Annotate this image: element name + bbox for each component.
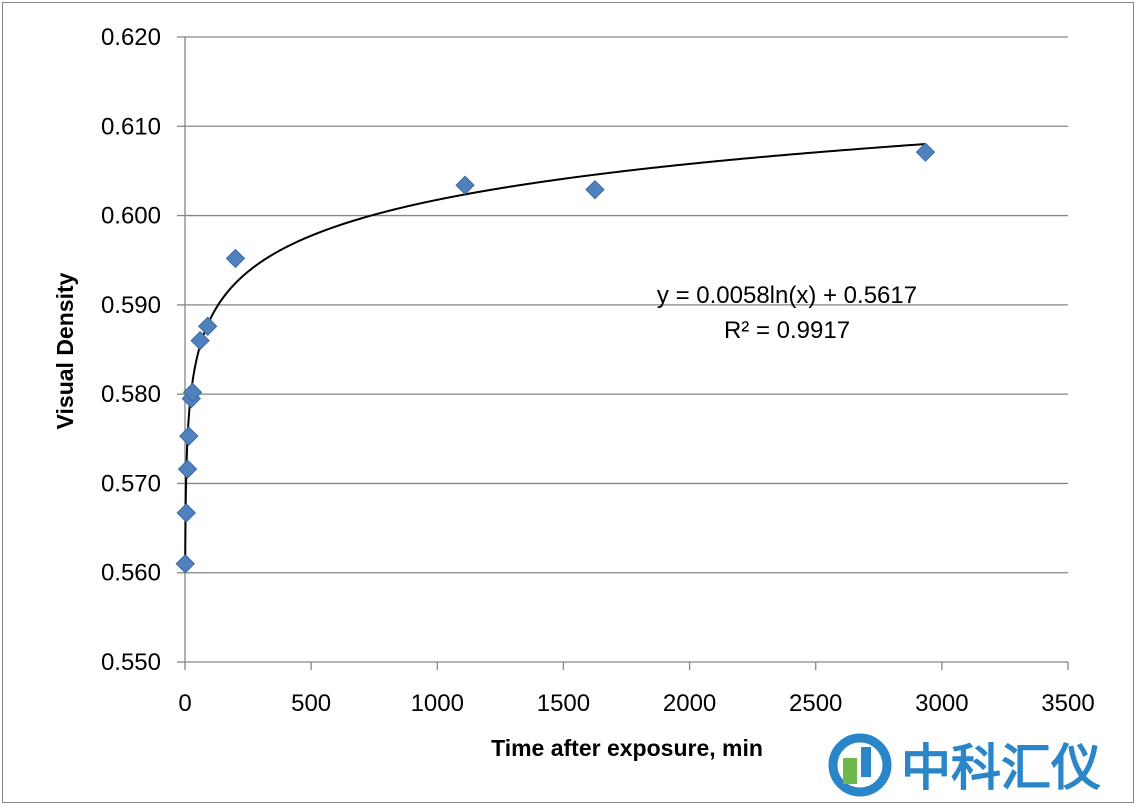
watermark-text: 中科汇仪	[901, 740, 1101, 796]
data-point	[177, 459, 198, 479]
data-point	[585, 179, 605, 200]
gridlines	[185, 36, 1068, 574]
data-point	[225, 248, 246, 269]
x-axis-title: Time after exposure, min	[491, 735, 763, 761]
r-squared-label: R² = 0.9917	[724, 317, 850, 344]
trendline-equation: y = 0.0058ln(x) + 0.5617	[657, 282, 917, 309]
x-tick-label: 1000	[411, 690, 464, 717]
x-tick-label: 1500	[537, 690, 590, 717]
y-tick-label: 0.560	[101, 560, 161, 587]
y-tick-label: 0.610	[101, 113, 161, 140]
y-tick-label: 0.570	[101, 470, 161, 497]
y-axis-title: Visual Density	[52, 272, 78, 429]
x-tick-label: 0	[178, 690, 191, 717]
trendline	[184, 143, 926, 558]
x-tick-label: 3000	[915, 690, 968, 717]
watermark-logo: 中科汇仪	[828, 733, 1101, 797]
data-point	[197, 316, 218, 336]
data-point	[455, 175, 475, 195]
data-point	[182, 382, 203, 403]
data-point	[175, 554, 195, 574]
y-tick-label: 0.590	[101, 292, 161, 319]
x-tick-label: 2500	[789, 690, 842, 717]
y-tick-labels: 0.550 0.560 0.570 0.580 0.590 0.600 0.610 0.620	[101, 24, 161, 676]
x-tick-label: 2000	[663, 690, 716, 717]
chart: 0.550 0.560 0.570 0.580 0.590 0.600 0.610 0.620…	[52, 24, 1101, 797]
axes	[177, 36, 1069, 670]
data-point	[915, 142, 936, 162]
data-points	[175, 142, 936, 574]
y-tick-label: 0.550	[101, 649, 161, 676]
y-tick-label: 0.580	[101, 381, 161, 408]
data-point	[176, 503, 196, 523]
y-tick-label: 0.600	[101, 203, 161, 230]
x-tick-labels: 0 500 1000 1500 2000 2500 3000 3500	[178, 690, 1094, 717]
watermark-emblem-icon	[828, 733, 892, 797]
data-point	[179, 426, 199, 446]
x-tick-label: 500	[291, 690, 331, 717]
x-tick-label: 3500	[1041, 690, 1094, 717]
data-point	[190, 330, 210, 351]
y-tick-label: 0.620	[101, 24, 161, 51]
